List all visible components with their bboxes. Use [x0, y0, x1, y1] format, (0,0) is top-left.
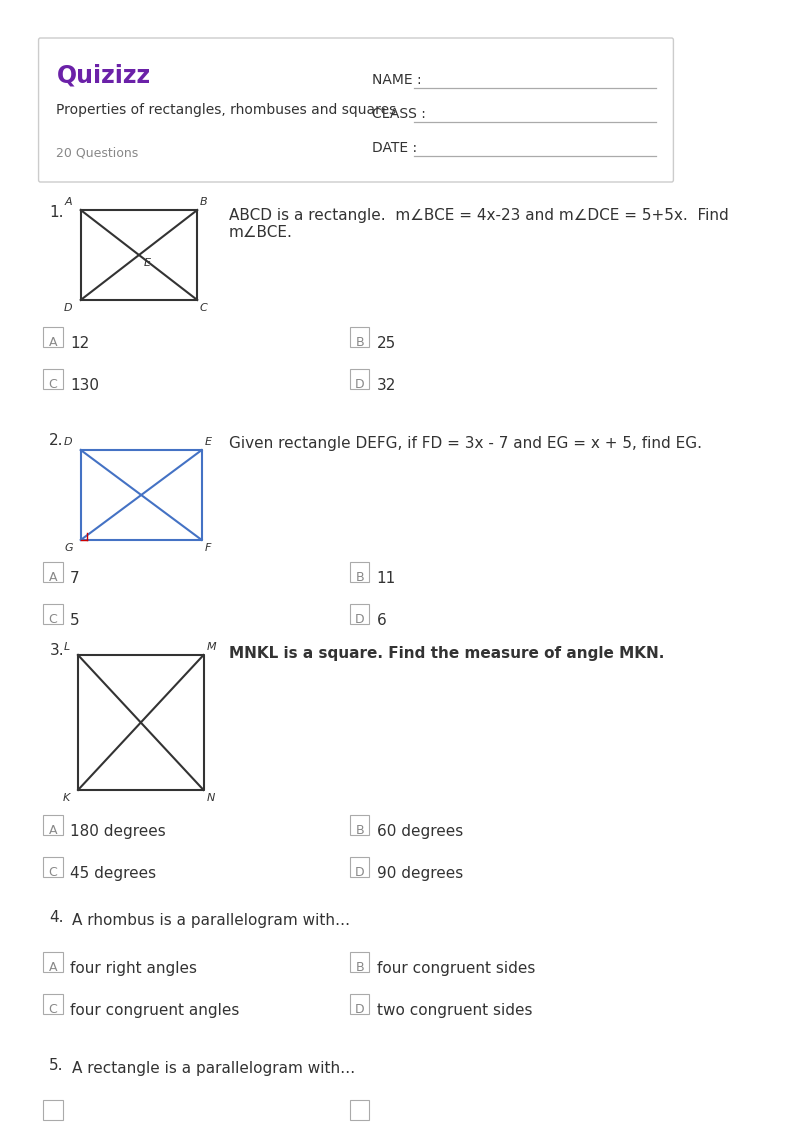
- Text: 3.: 3.: [49, 643, 64, 658]
- Text: A: A: [65, 197, 72, 207]
- FancyBboxPatch shape: [349, 1101, 369, 1120]
- Text: F: F: [204, 544, 211, 553]
- Text: C: C: [200, 303, 208, 313]
- FancyBboxPatch shape: [349, 327, 369, 347]
- FancyBboxPatch shape: [43, 815, 63, 836]
- Text: A: A: [48, 336, 57, 349]
- FancyBboxPatch shape: [43, 994, 63, 1014]
- Text: 5.: 5.: [49, 1058, 64, 1072]
- FancyBboxPatch shape: [349, 952, 369, 973]
- Text: four congruent angles: four congruent angles: [70, 1003, 239, 1019]
- Text: D: D: [355, 1003, 364, 1016]
- Text: D: D: [355, 613, 364, 626]
- FancyBboxPatch shape: [39, 38, 673, 182]
- Text: 180 degrees: 180 degrees: [70, 824, 166, 839]
- Text: Given rectangle DEFG, if FD = 3x - 7 and EG = x + 5, find EG.: Given rectangle DEFG, if FD = 3x - 7 and…: [229, 436, 702, 451]
- Text: L: L: [64, 642, 70, 652]
- Text: N: N: [206, 793, 214, 803]
- FancyBboxPatch shape: [349, 604, 369, 624]
- FancyBboxPatch shape: [349, 994, 369, 1014]
- Text: D: D: [355, 378, 364, 391]
- Text: C: C: [48, 378, 57, 391]
- Text: C: C: [48, 613, 57, 626]
- Text: A rectangle is a parallelogram with…: A rectangle is a parallelogram with…: [71, 1061, 355, 1076]
- FancyBboxPatch shape: [43, 857, 63, 877]
- FancyBboxPatch shape: [349, 369, 369, 389]
- Text: 12: 12: [70, 336, 89, 351]
- Text: B: B: [355, 961, 364, 974]
- Text: C: C: [48, 1003, 57, 1016]
- FancyBboxPatch shape: [43, 952, 63, 973]
- Text: A: A: [48, 824, 57, 837]
- Text: A: A: [48, 961, 57, 974]
- FancyBboxPatch shape: [43, 1101, 63, 1120]
- FancyBboxPatch shape: [349, 562, 369, 582]
- Text: K: K: [63, 793, 70, 803]
- FancyBboxPatch shape: [43, 604, 63, 624]
- Text: 25: 25: [376, 336, 396, 351]
- Text: M: M: [206, 642, 216, 652]
- Text: B: B: [200, 197, 207, 207]
- Text: CLASS :: CLASS :: [372, 107, 426, 121]
- Text: A: A: [48, 570, 57, 584]
- Text: Properties of rectangles, rhombuses and squares: Properties of rectangles, rhombuses and …: [56, 103, 397, 117]
- Text: E: E: [204, 437, 211, 447]
- Text: ABCD is a rectangle.  m∠BCE = 4x-23 and m∠DCE = 5+5x.  Find
m∠BCE.: ABCD is a rectangle. m∠BCE = 4x-23 and m…: [229, 208, 728, 240]
- Text: 7: 7: [70, 570, 79, 586]
- Text: two congruent sides: two congruent sides: [376, 1003, 532, 1019]
- Text: DATE :: DATE :: [372, 141, 418, 155]
- Text: 11: 11: [376, 570, 396, 586]
- Text: C: C: [48, 866, 57, 879]
- Text: D: D: [355, 866, 364, 879]
- Text: Quizizz: Quizizz: [56, 63, 151, 86]
- Text: 32: 32: [376, 378, 396, 393]
- Text: A rhombus is a parallelogram with…: A rhombus is a parallelogram with…: [71, 913, 350, 928]
- Text: 5: 5: [70, 613, 79, 628]
- FancyBboxPatch shape: [349, 857, 369, 877]
- Text: 1.: 1.: [49, 206, 64, 220]
- FancyBboxPatch shape: [43, 327, 63, 347]
- Text: NAME :: NAME :: [372, 73, 422, 86]
- Text: E: E: [144, 258, 151, 268]
- Text: G: G: [64, 544, 72, 553]
- Text: D: D: [64, 437, 72, 447]
- FancyBboxPatch shape: [349, 815, 369, 836]
- Text: D: D: [64, 303, 72, 313]
- Text: four right angles: four right angles: [70, 961, 197, 976]
- Text: 20 Questions: 20 Questions: [56, 147, 139, 159]
- Text: 60 degrees: 60 degrees: [376, 824, 463, 839]
- Text: 6: 6: [376, 613, 387, 628]
- FancyBboxPatch shape: [43, 562, 63, 582]
- Text: B: B: [355, 824, 364, 837]
- Text: 130: 130: [70, 378, 99, 393]
- Text: MNKL is a square. Find the measure of angle MKN.: MNKL is a square. Find the measure of an…: [229, 646, 664, 661]
- FancyBboxPatch shape: [43, 369, 63, 389]
- Text: B: B: [355, 570, 364, 584]
- Text: 45 degrees: 45 degrees: [70, 866, 156, 882]
- Text: 90 degrees: 90 degrees: [376, 866, 463, 882]
- Text: 4.: 4.: [49, 910, 64, 925]
- Text: four congruent sides: four congruent sides: [376, 961, 535, 976]
- Text: 2.: 2.: [49, 433, 64, 448]
- Text: B: B: [355, 336, 364, 349]
